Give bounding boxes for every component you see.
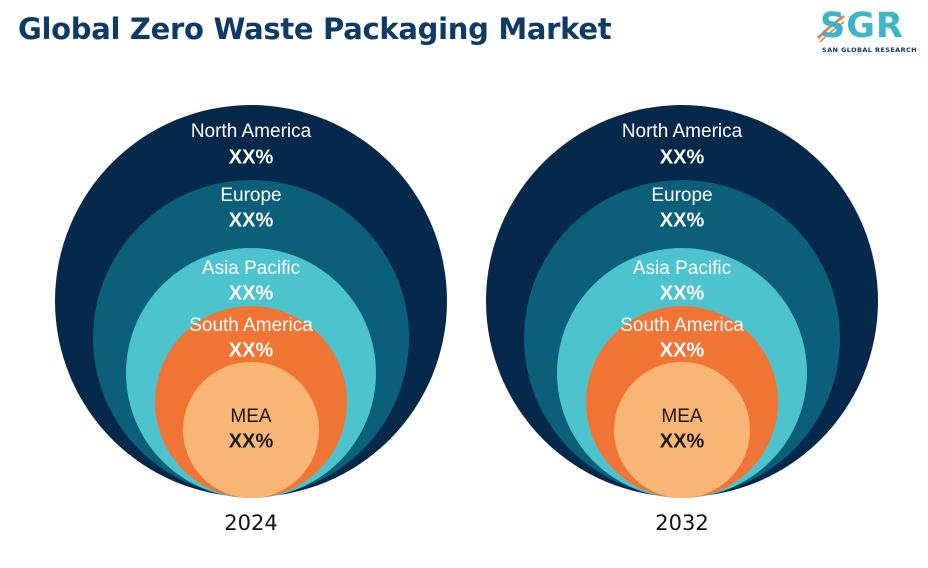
logo-tagline: SAN GLOBAL RESEARCH: [822, 46, 917, 54]
value-asia-pacific-2032: XX%: [660, 282, 705, 304]
logo-swoosh-icon: [817, 14, 845, 43]
value-europe-2032: XX%: [660, 209, 705, 231]
label-south-america-2032: South America: [620, 315, 744, 336]
label-mea-2032: MEA: [661, 406, 703, 427]
label-north-america-2032: North America: [622, 121, 743, 142]
value-north-america-2024: XX%: [229, 146, 274, 168]
label-asia-pacific-2024: Asia Pacific: [202, 258, 300, 279]
label-south-america-2024: South America: [189, 315, 313, 336]
label-asia-pacific-2032: Asia Pacific: [633, 258, 731, 279]
sgr-logo: SGR SAN GLOBAL RESEARCH: [816, 6, 920, 58]
label-europe-2024: Europe: [220, 185, 281, 206]
year-label-2032: 2032: [655, 511, 708, 535]
year-label-2024: 2024: [224, 511, 277, 535]
panel-2032: North America XX% Europe XX% Asia Pacific XX%…: [486, 105, 878, 535]
value-north-america-2032: XX%: [660, 146, 705, 168]
circle-mea-2032: [614, 362, 750, 498]
value-mea-2024: XX%: [229, 430, 274, 452]
value-mea-2032: XX%: [660, 430, 705, 452]
page-title: Global Zero Waste Packaging Market: [18, 12, 612, 46]
value-south-america-2032: XX%: [660, 339, 705, 361]
label-mea-2024: MEA: [230, 406, 272, 427]
logo-letters: SGR: [820, 6, 904, 46]
value-europe-2024: XX%: [229, 209, 274, 231]
label-north-america-2024: North America: [191, 121, 312, 142]
circle-mea-2024: [183, 362, 319, 498]
label-europe-2032: Europe: [651, 185, 712, 206]
value-asia-pacific-2024: XX%: [229, 282, 274, 304]
value-south-america-2024: XX%: [229, 339, 274, 361]
panel-2024: North America XX% Europe XX% Asia Pacific XX%…: [55, 105, 447, 535]
